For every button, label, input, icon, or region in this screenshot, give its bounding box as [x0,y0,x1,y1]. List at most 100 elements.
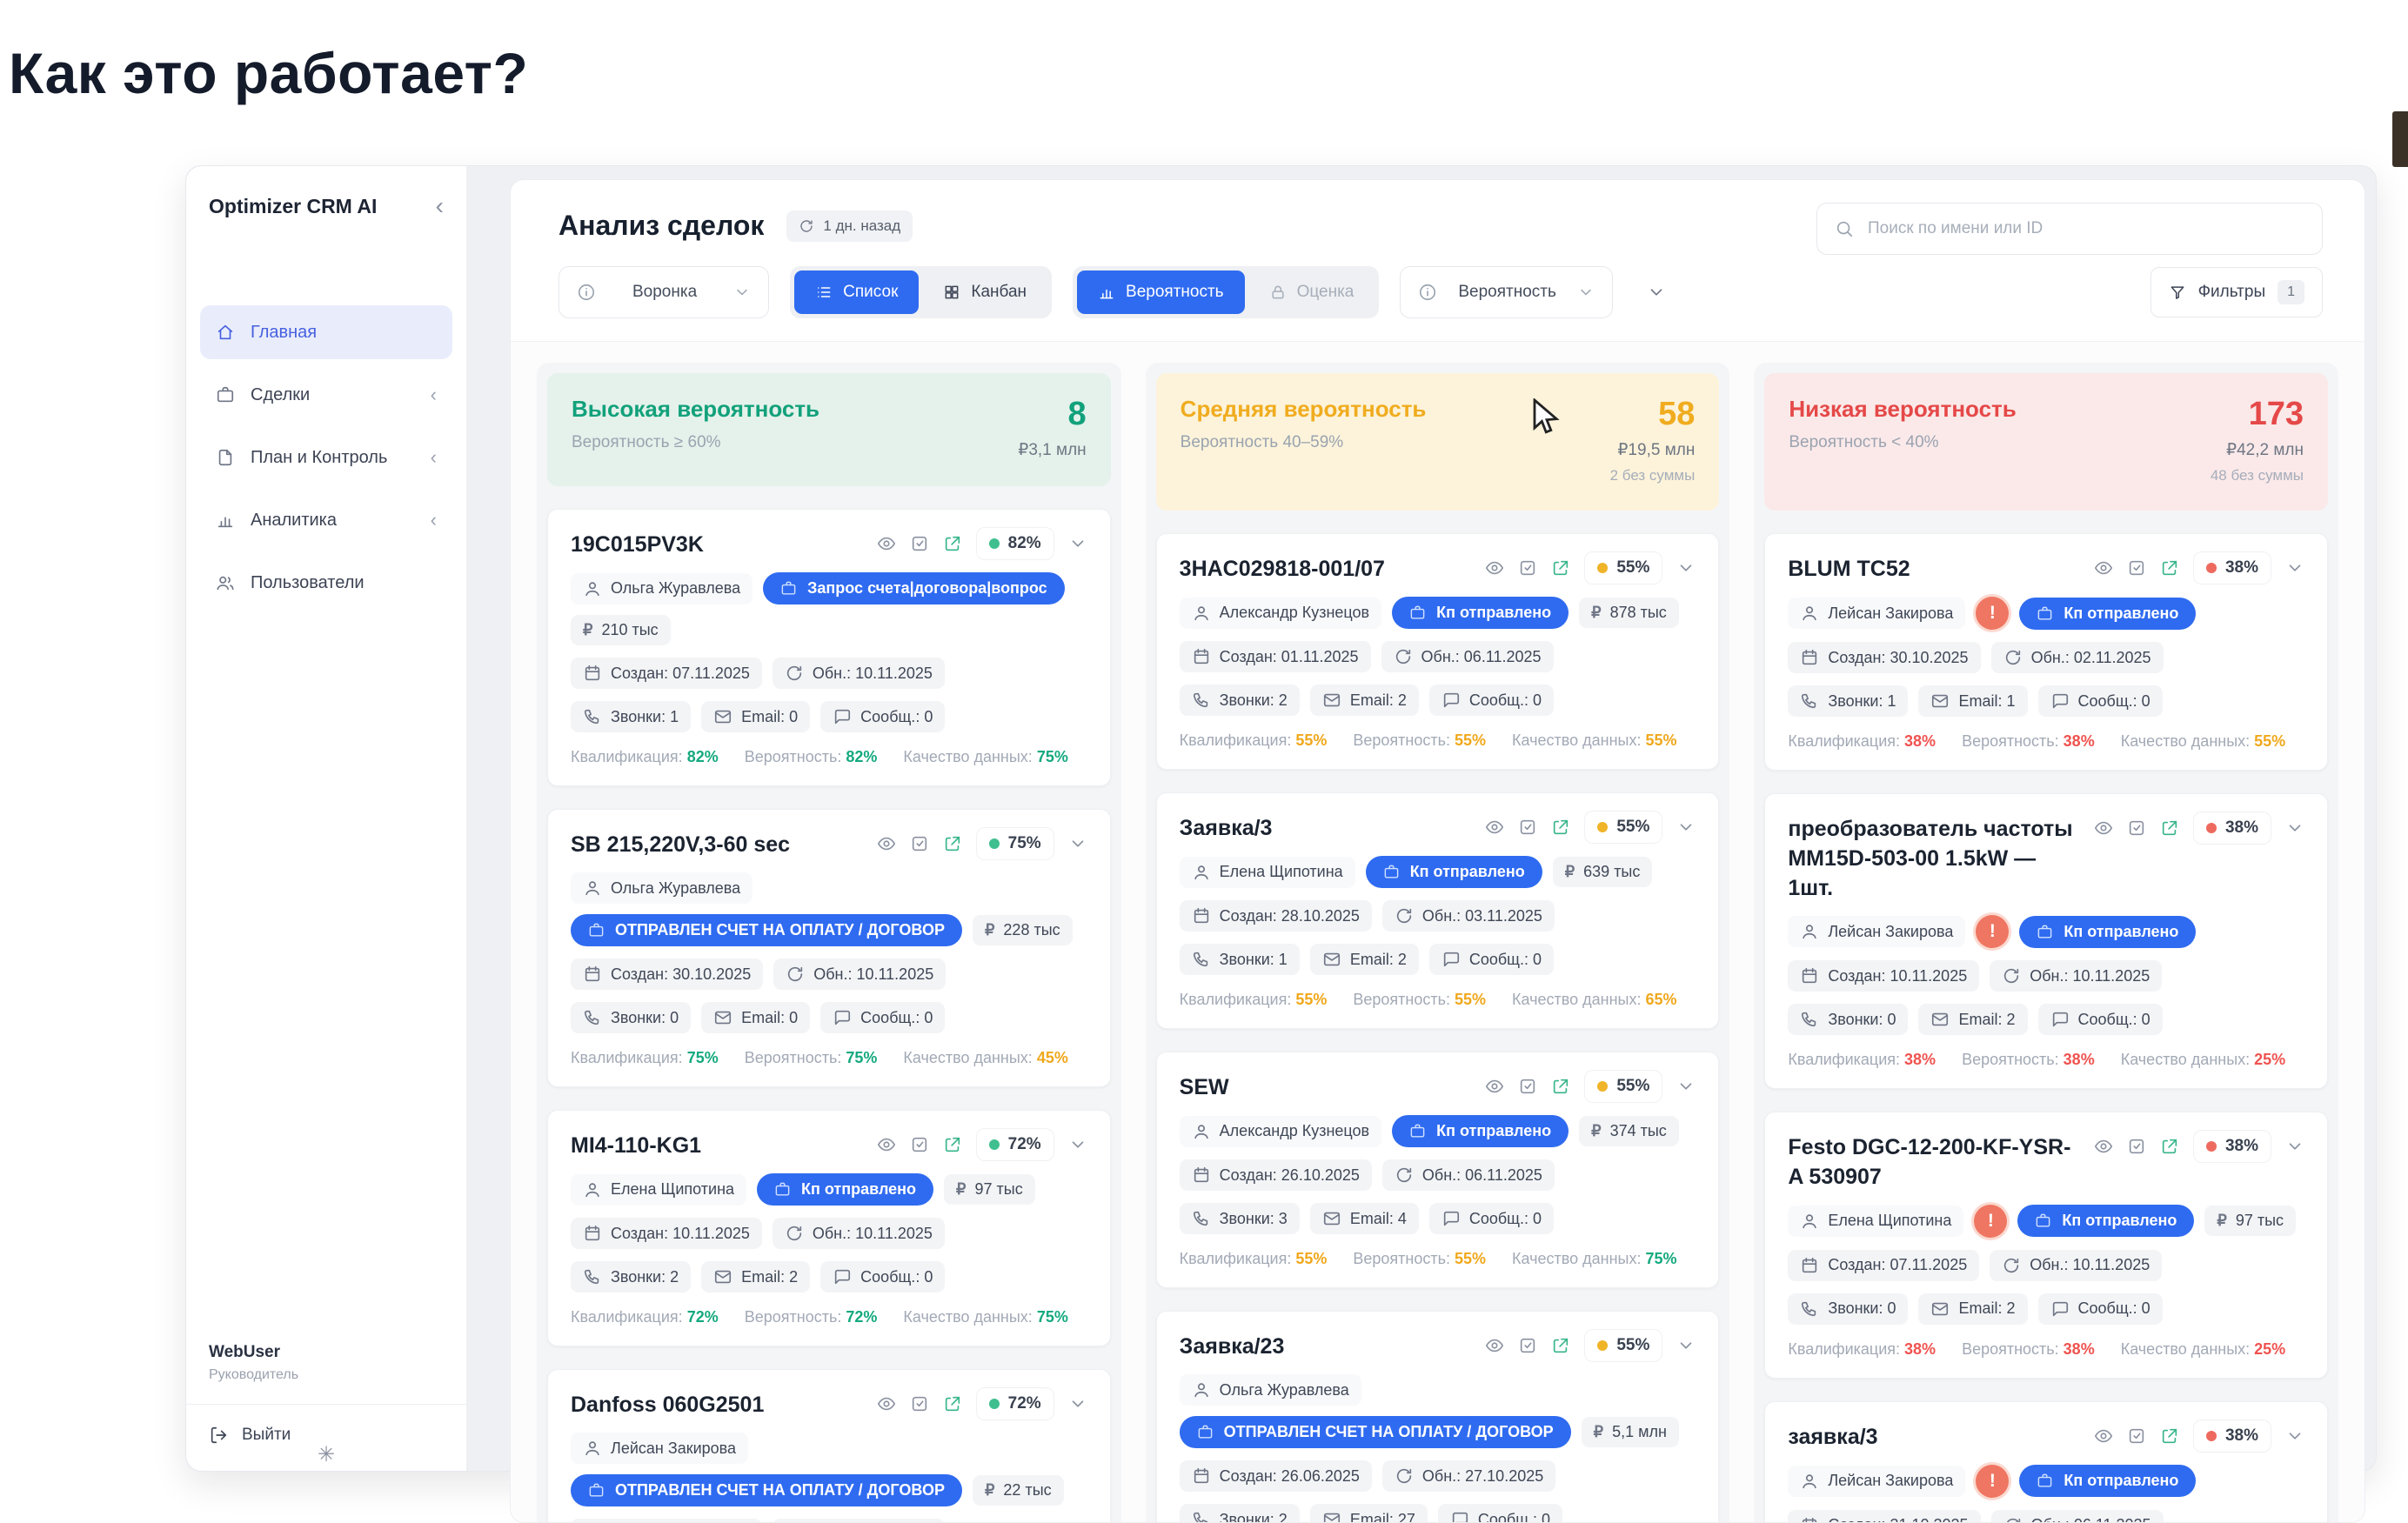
owner-chip: Ольга Журавлева [1179,1374,1361,1406]
probability-dot [1597,822,1609,832]
mode-toggle-probability[interactable]: Вероятность [1077,271,1245,314]
external-link-icon[interactable] [943,534,962,553]
page-title: Как это работает? [9,41,529,106]
deal-card[interactable]: 75% SB 215,220V,3-60 sec Ольга Журавлева… [547,809,1111,1087]
external-link-icon[interactable] [1551,558,1570,578]
filters-count-badge: 1 [2278,280,2304,304]
external-link-icon[interactable] [943,834,962,853]
eye-icon[interactable] [2094,818,2113,838]
deal-card[interactable]: 38% преобразователь частоты MM15D-503-00… [1764,793,2329,1090]
external-link-icon[interactable] [2160,818,2179,838]
eye-icon[interactable] [1485,1336,1504,1355]
expand-button[interactable] [1634,270,1679,315]
chevron-down-icon[interactable] [1676,1077,1696,1096]
chevron-down-icon[interactable] [2285,1137,2304,1156]
sidebar-item-deals[interactable]: Сделки ‹ [200,368,452,422]
edit-icon[interactable] [910,1394,929,1413]
eye-icon[interactable] [877,1135,896,1154]
deal-card[interactable]: 72% Danfoss 060G2501 Лейсан Закирова ОТП… [547,1369,1111,1522]
deal-card[interactable]: 55% Заявка/23 Ольга Журавлева ОТПРАВЛЕН … [1155,1311,1720,1522]
sort-select[interactable]: Вероятность [1400,266,1613,318]
metric: Качество данных: 55% [1512,731,1677,749]
edit-icon[interactable] [910,1135,929,1154]
eye-icon[interactable] [2094,558,2113,578]
eye-icon[interactable] [1485,818,1504,837]
deal-card[interactable]: 82% 19C015PV3K Ольга Журавлева Запрос сч… [547,509,1111,786]
chevron-down-icon[interactable] [1676,818,1696,837]
chevron-down-icon[interactable] [1676,558,1696,578]
chevron-down-icon[interactable] [1068,834,1087,853]
emails-chip: Email: 0 [701,1002,811,1033]
external-link-icon[interactable] [1551,1336,1570,1355]
chevron-down-icon[interactable] [1068,1394,1087,1413]
chat-icon [1441,691,1461,710]
probability-dot [1597,563,1609,573]
deal-card[interactable]: 72% MI4-110-KG1 Елена Щипотина Кп отправ… [547,1110,1111,1346]
edit-icon[interactable] [910,534,929,553]
briefcase-icon [1197,1424,1214,1440]
external-link-icon[interactable] [2160,558,2179,578]
briefcase-icon [216,385,235,404]
mail-icon [713,1008,732,1027]
ruble-icon: ₽ [2217,1212,2227,1230]
edit-icon[interactable] [2127,818,2146,838]
phone-icon [1192,691,1211,710]
chevron-down-icon[interactable] [2285,1426,2304,1446]
eye-icon[interactable] [877,1394,896,1413]
created-chip: Создан: 28.10.2025 [1179,900,1372,932]
filters-button[interactable]: Фильтры 1 [2150,267,2323,317]
edit-icon[interactable] [2127,558,2146,578]
logout-button[interactable]: Выйти [209,1405,444,1462]
probability-dot [2205,563,2217,573]
briefcase-icon [1409,1123,1426,1139]
theme-toggle-icon[interactable]: ✳ [317,1443,336,1466]
view-toggle-kanban[interactable]: Канбан [922,271,1047,314]
sidebar-item-main[interactable]: Главная [200,305,452,359]
refresh-icon [785,664,804,683]
chevron-down-icon[interactable] [1676,1336,1696,1355]
eye-icon[interactable] [1485,1077,1504,1096]
chevron-down-icon[interactable] [2285,818,2304,838]
eye-icon[interactable] [877,834,896,853]
external-link-icon[interactable] [943,1135,962,1154]
edit-icon[interactable] [910,834,929,853]
mail-icon [1322,691,1341,710]
info-icon [1418,283,1437,302]
sidebar-item-analytics[interactable]: Аналитика ‹ [200,493,452,547]
eye-icon[interactable] [2094,1137,2113,1156]
external-link-icon[interactable] [1551,818,1570,837]
metric: Вероятность: 82% [744,748,878,765]
deal-card[interactable]: 55% 3HAC029818-001/07 Александр Кузнецов… [1155,533,1720,770]
briefcase-icon [780,580,797,597]
deal-card[interactable]: 55% Заявка/3 Елена Щипотина Кп отправлен… [1155,792,1720,1029]
deal-card[interactable]: 55% SEW Александр Кузнецов Кп отправлено… [1155,1052,1720,1288]
briefcase-icon [2037,605,2053,622]
deal-card[interactable]: 38% BLUM TC52 Лейсан Закирова ! Кп отпра… [1764,533,2329,771]
deal-card[interactable]: 38% заявка/3 Лейсан Закирова ! Кп отправ… [1764,1400,2329,1522]
screen-edge-artifact [2392,111,2408,167]
funnel-select[interactable]: Воронка [559,266,770,318]
eye-icon[interactable] [2094,1426,2113,1446]
edit-icon[interactable] [1518,818,1537,837]
eye-icon[interactable] [877,534,896,553]
edit-icon[interactable] [2127,1426,2146,1446]
sidebar-collapse-icon[interactable]: ‹ [435,192,444,219]
external-link-icon[interactable] [1551,1077,1570,1096]
external-link-icon[interactable] [2160,1137,2179,1156]
search-input[interactable] [1866,218,2304,239]
deal-card[interactable]: 38% Festo DGC-12-200-KF-YSR-A 530907 Еле… [1764,1112,2329,1379]
sidebar-item-users[interactable]: Пользователи [200,556,452,610]
chevron-down-icon[interactable] [1068,1135,1087,1154]
edit-icon[interactable] [1518,1336,1537,1355]
eye-icon[interactable] [1485,558,1504,578]
view-toggle-list[interactable]: Список [794,271,920,314]
edit-icon[interactable] [1518,558,1537,578]
mode-toggle-score[interactable]: Оценка [1248,271,1375,314]
chevron-down-icon[interactable] [2285,558,2304,578]
external-link-icon[interactable] [943,1394,962,1413]
chevron-down-icon[interactable] [1068,534,1087,553]
edit-icon[interactable] [2127,1137,2146,1156]
external-link-icon[interactable] [2160,1426,2179,1446]
sidebar-item-plan-control[interactable]: План и Контроль ‹ [200,431,452,484]
edit-icon[interactable] [1518,1077,1537,1096]
